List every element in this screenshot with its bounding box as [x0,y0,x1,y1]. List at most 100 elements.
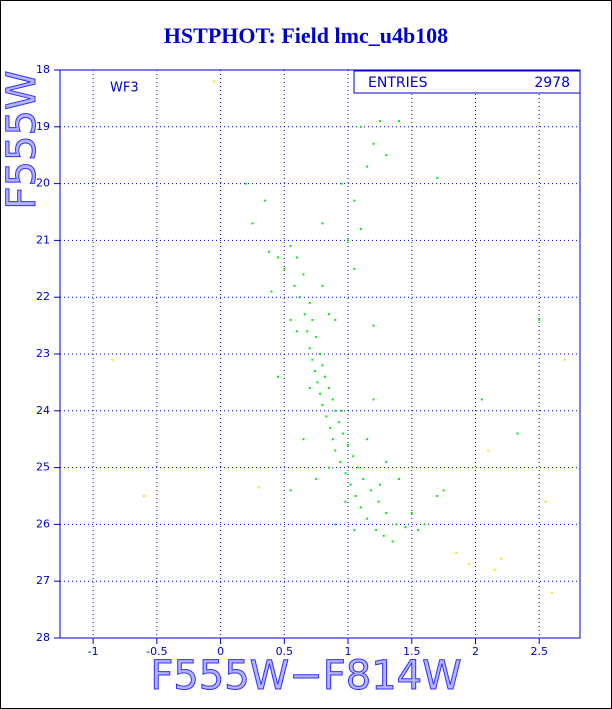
point [377,500,380,503]
y-axis-label: F555W [0,71,45,210]
point [359,228,362,231]
point [357,466,360,469]
y-tick-label: 24 [36,404,50,417]
point [391,540,394,543]
stats-box [353,70,581,94]
point [316,381,319,384]
y-tick-label: 22 [36,290,50,303]
point [344,500,347,503]
point [302,273,305,276]
y-tick-label: 19 [36,120,50,133]
point [468,563,471,566]
point [375,529,378,532]
point [268,250,271,253]
point [340,182,343,185]
point [276,256,279,259]
point [480,398,483,401]
x-tick-label: 1 [345,645,352,658]
point [334,318,337,321]
point [213,80,216,83]
y-tick-label: 26 [36,517,50,530]
point [369,489,372,492]
x-tick-label: 2 [472,645,479,658]
point [344,472,347,475]
point [354,495,357,497]
point [143,495,146,497]
x-tick-label: 2.5 [530,645,548,658]
point [327,387,330,390]
point [372,142,375,145]
annotation: WF3 [110,81,139,96]
point [324,375,327,378]
point [423,523,426,526]
point [334,523,337,526]
point [410,512,413,515]
point [347,443,350,446]
point [311,358,314,361]
point [321,364,324,367]
point [319,353,321,355]
point [338,421,341,424]
stats-value: 2978 [534,75,570,91]
point [298,296,301,299]
point [516,432,519,435]
point [366,165,369,168]
point [340,409,343,412]
point [319,392,321,395]
point [404,526,407,529]
y-tick-label: 28 [36,631,50,644]
point [308,387,311,390]
point [325,415,328,418]
point [563,358,566,361]
point [303,313,306,316]
y-tick-label: 21 [36,233,50,246]
x-axis-label: F555W−F814W [150,653,461,699]
x-tick-label: -1 [88,645,99,658]
point [311,318,314,321]
point [385,460,388,463]
point [283,267,286,270]
point [347,239,350,242]
point [289,489,292,492]
point [334,449,337,452]
y-tick-label: 18 [36,63,50,76]
point [359,125,362,128]
point [329,426,332,429]
point [245,182,248,185]
point [339,460,342,463]
point [544,500,547,503]
point [353,267,356,270]
point [321,222,324,225]
point [417,529,420,532]
point [270,290,273,293]
point [296,256,299,259]
point [538,318,541,321]
point [436,495,439,497]
point [493,568,496,571]
point [382,534,385,537]
point [436,176,439,179]
point [378,483,381,486]
y-tick-label: 20 [36,177,50,190]
point [372,324,375,327]
point [296,330,299,333]
point [442,489,445,492]
point [308,347,311,350]
point [398,120,401,123]
point [366,517,369,520]
x-tick-label: 1.5 [403,645,421,658]
point [111,358,114,361]
point [289,318,292,321]
y-tick-label: 23 [36,347,50,360]
point [327,313,330,316]
point [331,398,334,401]
point [308,301,311,304]
point [315,335,318,338]
point [331,438,334,441]
point [366,438,369,441]
point [362,477,365,480]
point [341,432,344,435]
point [306,330,309,333]
